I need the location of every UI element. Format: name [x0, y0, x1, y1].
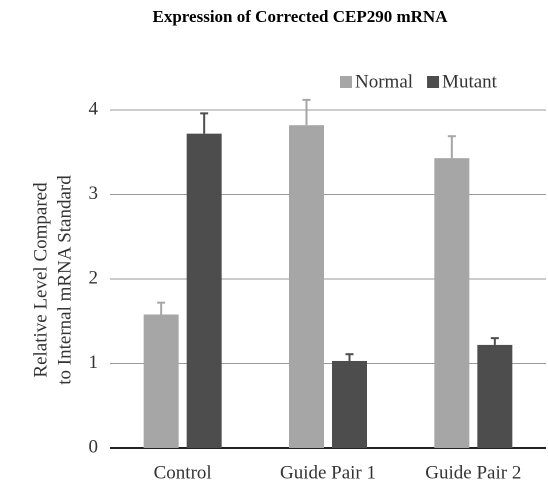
legend-swatch — [427, 76, 440, 88]
y-tick-label: 0 — [89, 436, 99, 457]
y-tick-label: 2 — [89, 267, 99, 288]
bar — [289, 125, 324, 449]
legend-swatch — [340, 76, 352, 88]
x-tick-label: Control — [154, 462, 212, 483]
x-tick-label: Guide Pair 2 — [425, 462, 521, 483]
y-tick-label: 3 — [89, 183, 99, 204]
bar — [477, 344, 513, 448]
y-tick-label: 4 — [89, 98, 99, 119]
legend-label: Normal — [355, 71, 413, 92]
y-axis-label: Relative Level Compared to Internal mRNA… — [30, 175, 75, 385]
bar — [143, 314, 179, 448]
bar — [186, 133, 222, 448]
bar — [434, 158, 470, 449]
y-tick-label: 1 — [89, 352, 99, 373]
legend-label: Mutant — [442, 71, 498, 92]
y-axis-label-line: Relative Level Compared — [30, 182, 51, 378]
bar — [332, 360, 367, 448]
x-tick-label: Guide Pair 1 — [280, 462, 376, 483]
y-axis-label-line: to Internal mRNA Standard — [54, 175, 75, 385]
chart-title: Expression of Corrected CEP290 mRNA — [153, 7, 449, 26]
